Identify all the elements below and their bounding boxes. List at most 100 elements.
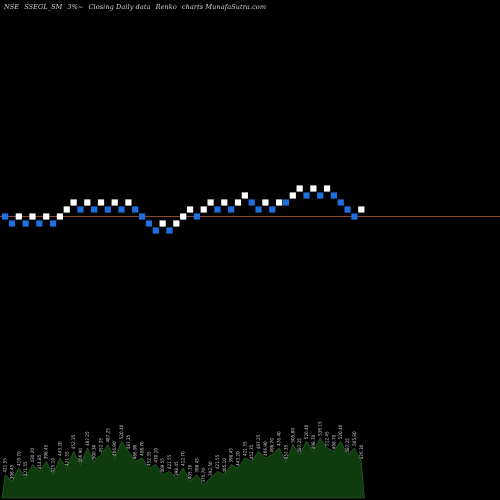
volume-price-label: 520.40 [119, 424, 124, 439]
chart-kind-label: Renko [155, 3, 177, 11]
volume-price-label: 476.40 [277, 431, 282, 446]
volume-price-label: 466.90 [133, 444, 138, 459]
up-brick [97, 199, 105, 206]
down-brick [91, 206, 98, 213]
up-brick [289, 192, 296, 199]
down-brick [344, 206, 351, 213]
down-brick [351, 213, 358, 220]
volume-area [1, 437, 365, 499]
down-brick [49, 220, 57, 227]
up-brick [84, 199, 91, 206]
box-size-label: 3%~ [67, 3, 84, 11]
volume-price-label: 421.55 [215, 454, 220, 469]
volume-price-label: 430.20 [30, 448, 35, 463]
up-brick [276, 199, 283, 206]
up-brick [358, 206, 365, 213]
up-brick [159, 220, 166, 227]
up-brick [296, 185, 303, 192]
down-brick [104, 206, 111, 213]
up-brick [111, 199, 118, 206]
down-brick [22, 220, 29, 227]
volume-price-label: 487.25 [126, 434, 131, 449]
down-brick [2, 213, 9, 220]
volume-price-label: 498.70 [140, 441, 145, 456]
up-brick [29, 213, 36, 220]
volume-price-label: 476.30 [359, 444, 364, 459]
volume-price-label: 505.80 [290, 428, 295, 443]
down-brick [118, 206, 125, 213]
up-brick [63, 206, 70, 213]
volume-price-label: 409.55 [160, 458, 165, 473]
volume-price-label: 466.90 [263, 441, 268, 456]
up-brick [125, 199, 132, 206]
down-brick [36, 220, 43, 227]
down-brick [8, 220, 16, 227]
down-brick [214, 206, 221, 213]
volume-price-label: 414.85 [37, 454, 42, 469]
down-brick [228, 206, 235, 213]
down-brick [139, 213, 146, 220]
volume-price-label: 392.50 [208, 461, 213, 476]
volume-price-label: 452.35 [99, 438, 104, 453]
volume-price-label: 425.10 [51, 458, 56, 473]
volume-price-label: 498.70 [331, 434, 336, 449]
volume-price-label: 398.45 [44, 444, 49, 459]
up-brick [56, 213, 63, 220]
up-brick [262, 199, 269, 206]
up-brick [323, 185, 331, 192]
chart-header: NSE SSEGL_SM 3%~ Closing Daily data Renko cha… [4, 3, 271, 11]
volume-price-label: 505.80 [352, 431, 357, 446]
up-brick [186, 206, 194, 213]
volume-price-label: 452.35 [146, 451, 151, 466]
up-brick [70, 199, 77, 206]
volume-price-label: 498.70 [270, 438, 275, 453]
exchange-label: NSE [4, 3, 20, 11]
down-brick [152, 227, 159, 234]
volume-price-label: 466.90 [112, 441, 117, 456]
up-brick [234, 199, 242, 206]
volume-price-label: 487.25 [85, 431, 90, 446]
down-brick [330, 192, 337, 199]
volume-price-label: 421.55 [3, 458, 8, 473]
volume-price-label: 487.25 [297, 438, 302, 453]
volume-price-label: 466.90 [78, 448, 83, 463]
down-brick [77, 206, 84, 213]
volume-price-label: 421.55 [23, 461, 28, 476]
down-brick [303, 192, 310, 199]
up-brick [241, 192, 248, 199]
up-brick [180, 213, 187, 220]
volume-price-label: 487.25 [105, 428, 110, 443]
down-brick [317, 192, 324, 199]
up-brick [43, 213, 50, 220]
volume-price-label: 421.55 [242, 441, 247, 456]
volume-price-label: 512.45 [325, 431, 330, 446]
volume-price-label: 443.20 [57, 441, 62, 456]
down-brick [282, 199, 290, 206]
down-brick [337, 199, 344, 206]
up-brick [15, 213, 22, 220]
up-brick [173, 220, 180, 227]
up-brick [200, 206, 207, 213]
volume-price-label: 398.45 [229, 448, 234, 463]
up-brick [221, 199, 228, 206]
volume-price-label: 430.20 [153, 448, 158, 463]
down-brick [132, 206, 139, 213]
down-brick [269, 206, 276, 213]
volume-price-label: 405.10 [222, 458, 227, 473]
volume-price-label: 398.45 [194, 458, 199, 473]
volume-price-label: 536.15 [318, 421, 323, 436]
volume-price-label: 452.35 [71, 434, 76, 449]
up-brick [310, 185, 317, 192]
volume-price-label: 412.70 [181, 451, 186, 466]
up-brick [207, 199, 214, 206]
volume-price-label: 498.70 [311, 434, 316, 449]
volume-price-label: 452.35 [283, 444, 288, 459]
volume-price-label: 398.45 [9, 464, 14, 479]
down-brick [193, 213, 200, 220]
down-brick [166, 227, 173, 234]
volume-price-label: 443.20 [236, 451, 241, 466]
volume-price-label: 452.35 [249, 444, 254, 459]
